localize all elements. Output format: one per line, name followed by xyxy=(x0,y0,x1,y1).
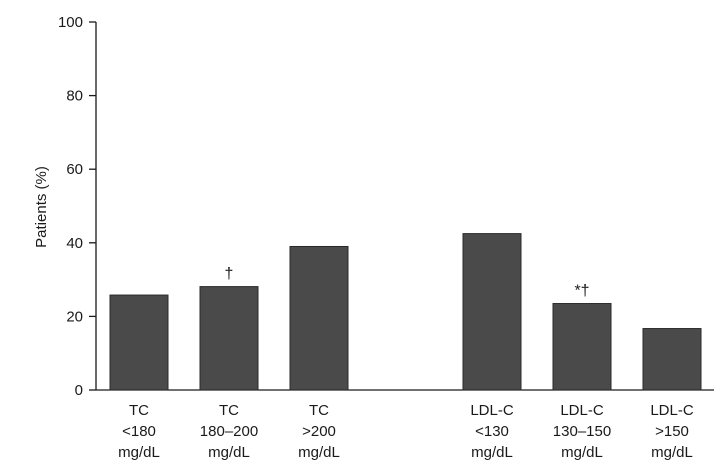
bar xyxy=(109,294,169,391)
category-label-line: LDL-C xyxy=(650,402,694,419)
category-label-line: TC xyxy=(219,402,239,419)
y-tick-label: 0 xyxy=(75,382,83,399)
category-label-line: LDL-C xyxy=(560,402,604,419)
y-axis-ticks: 0 20 40 60 80 100 xyxy=(58,14,96,399)
y-tick-label: 20 xyxy=(66,308,83,325)
category-label-line: LDL-C xyxy=(470,402,514,419)
category-label-line: mg/dL xyxy=(651,444,693,461)
category-label-line: mg/dL xyxy=(561,444,603,461)
significance-marker: † xyxy=(225,266,234,283)
category-label-line: TC xyxy=(309,402,329,419)
y-tick-label: 100 xyxy=(58,14,83,31)
bar xyxy=(642,328,702,391)
category-label-line: >150 xyxy=(655,423,689,440)
category-label-line: mg/dL xyxy=(208,444,250,461)
significance-marker: *† xyxy=(574,283,589,300)
category-label-line: TC xyxy=(129,402,149,419)
bar xyxy=(462,233,522,391)
category-label-line: mg/dL xyxy=(298,444,340,461)
category-label-line: 130–150 xyxy=(553,423,611,440)
y-tick-label: 40 xyxy=(66,235,83,252)
y-tick-label: 80 xyxy=(66,88,83,105)
category-label-line: mg/dL xyxy=(471,444,513,461)
category-label-line: >200 xyxy=(302,423,336,440)
bar xyxy=(289,245,349,391)
y-axis-title: Patients (%) xyxy=(33,166,50,248)
y-tick-label: 60 xyxy=(66,161,83,178)
category-label-line: <130 xyxy=(475,423,509,440)
bar xyxy=(552,303,612,391)
category-label-line: 180–200 xyxy=(200,423,258,440)
category-labels: TC <180 mg/dL TC 180–200 mg/dL TC >200 mg/dL LDL-… xyxy=(118,402,694,461)
category-label-line: mg/dL xyxy=(118,444,160,461)
category-label-line: <180 xyxy=(122,423,156,440)
bar xyxy=(199,286,259,391)
bars-group: † *† xyxy=(109,233,702,391)
